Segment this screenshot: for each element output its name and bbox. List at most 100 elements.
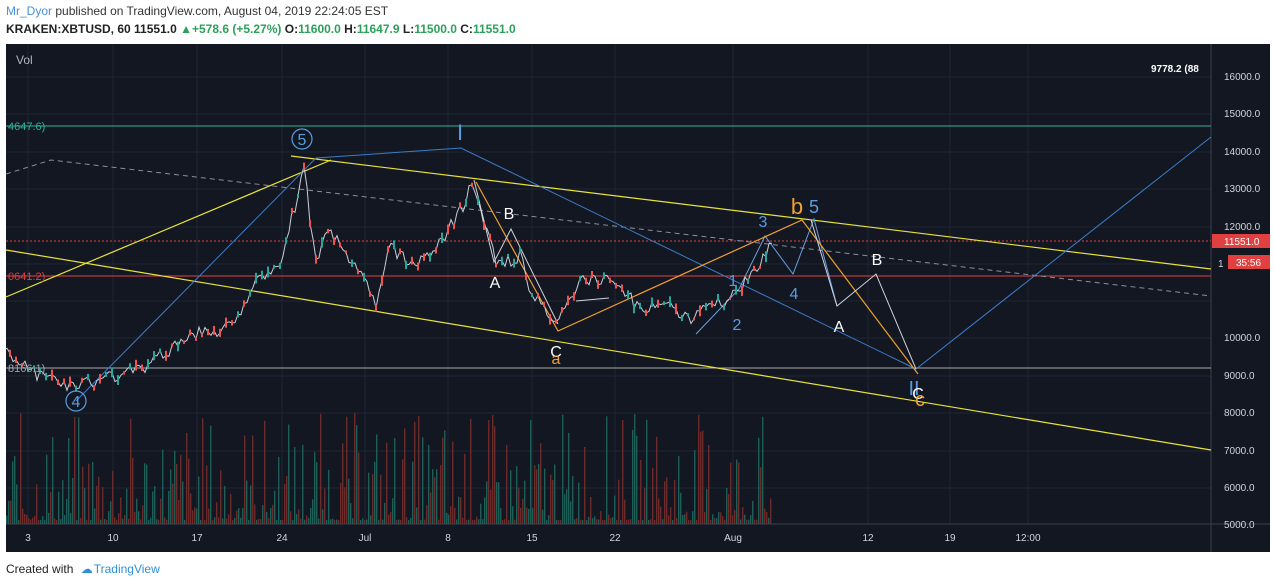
volume-bar bbox=[102, 487, 104, 524]
wave-label-1: 1 bbox=[729, 273, 738, 290]
volume-bar bbox=[156, 519, 158, 524]
chart-area[interactable]: 5 4 I A B C a 1 2 3 4 5 b A B II C c Vol… bbox=[3, 44, 1270, 552]
volume-bar bbox=[730, 462, 732, 524]
volume-bar bbox=[740, 519, 742, 524]
candle bbox=[669, 296, 671, 308]
time-axis[interactable]: 3 10 17 24 Jul 8 15 22 Aug 12 19 12:00 bbox=[25, 533, 1041, 544]
blue-wave-lines[interactable] bbox=[75, 136, 1212, 402]
volume-bar bbox=[60, 519, 62, 524]
channel-lower-line[interactable] bbox=[5, 249, 1212, 451]
volume-bar bbox=[52, 437, 54, 524]
volume-bar bbox=[530, 420, 532, 524]
volume-bar bbox=[608, 514, 610, 524]
volume-bar bbox=[582, 520, 584, 524]
author-link[interactable]: Mr_Dyor bbox=[6, 4, 53, 18]
price-tick: 9000.0 bbox=[1224, 371, 1255, 382]
candle bbox=[363, 272, 365, 282]
price-tick: 13000.0 bbox=[1224, 184, 1261, 195]
volume-bar bbox=[612, 517, 614, 524]
volume-bar bbox=[46, 454, 48, 524]
minor-wave-path[interactable] bbox=[695, 217, 838, 335]
volume-bar bbox=[610, 518, 612, 524]
dashed-trend-line[interactable] bbox=[5, 159, 1212, 297]
wave-label-5: 5 bbox=[809, 197, 819, 217]
volume-bar bbox=[100, 519, 102, 524]
volume-bar bbox=[348, 478, 350, 524]
volume-bar bbox=[432, 469, 434, 524]
candle bbox=[705, 302, 707, 311]
volume-bar bbox=[160, 498, 162, 524]
volume-bar bbox=[106, 519, 108, 524]
volume-bar bbox=[150, 517, 152, 524]
candle bbox=[315, 255, 317, 264]
wave-label-a2: A bbox=[834, 319, 845, 336]
candle bbox=[525, 273, 527, 280]
candles bbox=[3, 162, 767, 392]
volume-bar bbox=[512, 506, 514, 524]
volume-bar bbox=[324, 488, 326, 524]
yellow-channel[interactable] bbox=[5, 155, 1212, 451]
volume-bar bbox=[42, 516, 44, 524]
volume-bar bbox=[422, 437, 424, 524]
volume-bar bbox=[284, 483, 286, 524]
candle bbox=[45, 372, 47, 381]
candle bbox=[543, 301, 545, 307]
volume-bar bbox=[468, 519, 470, 524]
channel-upper-line[interactable] bbox=[290, 155, 1212, 270]
tradingview-brand[interactable]: TradingView bbox=[93, 562, 160, 576]
volume-bar bbox=[496, 482, 498, 524]
volume-bar bbox=[712, 514, 714, 524]
volume-bar bbox=[732, 515, 734, 524]
volume-bar bbox=[226, 518, 228, 524]
candle bbox=[717, 294, 719, 302]
volume-bar bbox=[216, 502, 218, 524]
wave-label-c1: C bbox=[550, 344, 562, 361]
candle bbox=[9, 349, 11, 357]
current-price-value: 11551.0 bbox=[1224, 237, 1260, 248]
orange-abc-path[interactable] bbox=[475, 181, 919, 375]
candle bbox=[699, 305, 701, 317]
white-abc-path-2[interactable] bbox=[810, 219, 917, 370]
volume-bar bbox=[576, 518, 578, 524]
volume-bar bbox=[98, 476, 100, 524]
price-tick: 14000.0 bbox=[1224, 147, 1261, 158]
countdown-value: 35:56 bbox=[1236, 258, 1261, 269]
volume-bar bbox=[526, 507, 528, 524]
volume-bar bbox=[230, 493, 232, 524]
volume-bar bbox=[522, 498, 524, 524]
volume-bar bbox=[534, 465, 536, 524]
volume-bar bbox=[264, 420, 266, 524]
candle bbox=[651, 297, 653, 307]
volume-bar bbox=[554, 464, 556, 524]
white-abc-path-1[interactable] bbox=[473, 179, 559, 325]
price-axis[interactable]: 16000.0 15000.0 14000.0 13000.0 12000.0 … bbox=[1224, 72, 1261, 531]
volume-bar bbox=[594, 516, 596, 524]
volume-bar bbox=[460, 497, 462, 524]
volume-bar bbox=[282, 519, 284, 524]
channel-left-line[interactable] bbox=[5, 159, 332, 298]
candle bbox=[495, 263, 497, 268]
volume-bar bbox=[330, 519, 332, 524]
wave-label-c-orange: c bbox=[915, 389, 925, 411]
major-wave-path[interactable] bbox=[75, 136, 1212, 402]
volume-bar bbox=[202, 418, 204, 524]
volume-bar bbox=[628, 519, 630, 524]
candle bbox=[195, 336, 197, 341]
candle bbox=[123, 371, 125, 375]
volume-bar bbox=[32, 517, 34, 524]
volume-bar bbox=[110, 501, 112, 524]
tradingview-logo-icon[interactable]: ☁ bbox=[80, 562, 93, 576]
open-label: O: bbox=[284, 22, 299, 36]
volume-bar bbox=[606, 416, 608, 524]
volume-bar bbox=[590, 497, 592, 524]
candle bbox=[219, 328, 221, 337]
volume-bar bbox=[288, 424, 290, 524]
volume-bar bbox=[416, 507, 418, 524]
chart-svg[interactable]: 5 4 I A B C a 1 2 3 4 5 b A B II C c Vol… bbox=[3, 44, 1270, 552]
volume-bar bbox=[714, 518, 716, 524]
open-value: 11600.0 bbox=[298, 22, 341, 36]
volume-bar bbox=[646, 419, 648, 524]
candle bbox=[597, 280, 599, 289]
volume-bar bbox=[736, 459, 738, 524]
wave-label-ii: II bbox=[908, 378, 919, 400]
